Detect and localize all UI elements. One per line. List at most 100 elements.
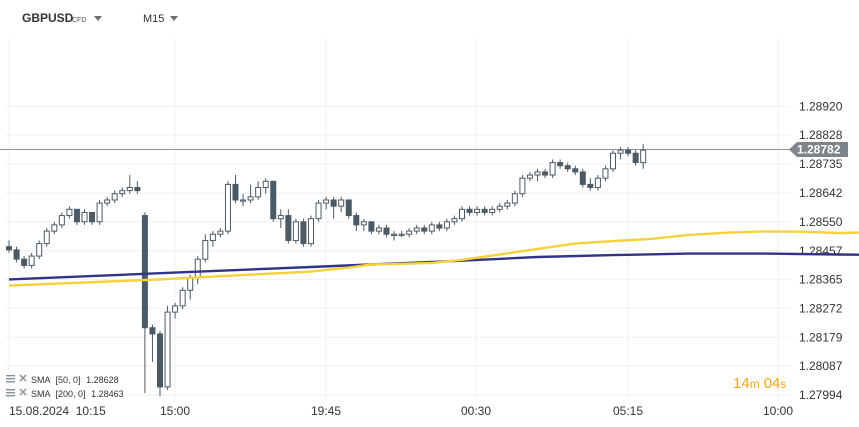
candle-body xyxy=(277,215,284,220)
candle-body xyxy=(640,149,647,164)
candle-body xyxy=(224,183,231,232)
candle-body xyxy=(202,239,209,260)
candle-body xyxy=(572,168,579,173)
candle xyxy=(224,181,231,235)
candle xyxy=(36,240,43,260)
sma-200-params: [200, 0] xyxy=(56,389,86,399)
candle-body xyxy=(187,277,194,291)
candle-body xyxy=(292,221,299,241)
candle-body xyxy=(610,152,616,170)
sma-200-value: 1.28463 xyxy=(91,389,124,399)
candle xyxy=(587,178,594,191)
current-price-value: 1.28782 xyxy=(797,142,841,156)
candle-body xyxy=(36,243,43,257)
candle-body xyxy=(504,202,511,207)
time-tick-label: 15.08.2024 10:15 xyxy=(9,404,106,418)
drag-handle-icon[interactable] xyxy=(6,375,15,383)
candle-body xyxy=(240,199,247,202)
candle-body xyxy=(579,171,586,185)
candle-body xyxy=(157,333,163,388)
candle-body xyxy=(511,193,518,204)
symbol-dropdown-chevron-icon[interactable] xyxy=(94,16,102,21)
candle-body xyxy=(466,208,473,213)
candle-body xyxy=(368,221,375,232)
candle-body xyxy=(285,215,292,241)
candle xyxy=(572,165,579,176)
sma-50-name: SMA xyxy=(31,375,51,385)
candle xyxy=(625,147,632,157)
candle xyxy=(66,206,73,219)
svg-text:SMA [200, 0]: SMA [200, 0] 1.28463 xyxy=(31,389,124,399)
price-tick-label: 1.28828 xyxy=(799,128,843,142)
close-icon[interactable] xyxy=(19,388,27,396)
symbol-name[interactable]: GBPUSD xyxy=(22,11,74,25)
candle xyxy=(579,168,586,188)
sma-50-params: [50, 0] xyxy=(56,375,81,385)
candle-body xyxy=(587,183,594,189)
candle-body xyxy=(421,227,428,232)
candle xyxy=(610,150,616,172)
candle-body xyxy=(308,218,314,245)
candle xyxy=(368,221,375,235)
candle xyxy=(353,212,360,232)
candle xyxy=(542,168,549,179)
candle xyxy=(13,246,20,263)
candle xyxy=(270,180,277,222)
time-tick-label: 00:30 xyxy=(461,404,491,418)
timeframe-dropdown-chevron-icon[interactable] xyxy=(170,16,178,21)
time-tick-label: 10:00 xyxy=(763,404,793,418)
candle xyxy=(398,231,405,238)
candle xyxy=(391,231,398,241)
candle-body xyxy=(345,199,352,217)
candle-body xyxy=(28,255,35,266)
candle-body xyxy=(632,152,639,164)
candle xyxy=(255,181,262,200)
candle-body xyxy=(6,246,12,251)
candle xyxy=(421,224,428,235)
candle xyxy=(557,159,564,169)
price-tick-label: 1.28272 xyxy=(799,301,843,315)
candle-body xyxy=(21,258,28,266)
candle xyxy=(338,196,345,213)
candle-body xyxy=(406,230,413,235)
candle xyxy=(383,224,390,238)
candle-body xyxy=(89,211,96,223)
candle-body xyxy=(496,205,503,210)
price-tick-label: 1.28920 xyxy=(799,100,843,114)
sma-200-legend[interactable]: SMA [200, 0] 1.28463 xyxy=(6,388,124,399)
candle-body xyxy=(338,199,345,207)
candle-body xyxy=(247,196,254,201)
candle-body xyxy=(149,327,156,335)
candle xyxy=(262,178,269,194)
sma-50-legend[interactable]: SMA [50, 0] 1.28628 xyxy=(6,374,119,385)
candle-body xyxy=(526,174,533,179)
candle-body xyxy=(255,187,262,198)
candle-body xyxy=(209,233,216,241)
candle xyxy=(519,175,526,197)
candle-body xyxy=(262,180,269,189)
candle-countdown: 14m 04s xyxy=(733,375,786,392)
close-icon[interactable] xyxy=(19,374,27,382)
candle-body xyxy=(323,199,330,204)
current-price-label-bg xyxy=(789,141,848,157)
candle xyxy=(172,302,179,319)
drag-handle-icon[interactable] xyxy=(6,389,15,397)
time-tick-label: 19:45 xyxy=(311,404,341,418)
candle-body xyxy=(179,289,186,307)
timeframe-selector[interactable]: M15 xyxy=(143,13,164,25)
candle-body xyxy=(58,215,65,226)
candle-body xyxy=(602,168,609,179)
chart-grid xyxy=(5,38,790,400)
price-axis[interactable]: 1.289201.288281.287351.286421.285501.284… xyxy=(799,100,843,403)
candle xyxy=(511,190,518,207)
candle xyxy=(202,234,209,263)
candle xyxy=(436,221,443,232)
candle xyxy=(277,209,284,229)
time-axis[interactable]: 15.08.2024 10:15 15:00 19:45 00:30 05:15 10:0… xyxy=(9,404,793,418)
candle xyxy=(443,218,450,232)
candle xyxy=(43,228,50,247)
candle xyxy=(89,211,96,225)
candle xyxy=(375,224,382,235)
